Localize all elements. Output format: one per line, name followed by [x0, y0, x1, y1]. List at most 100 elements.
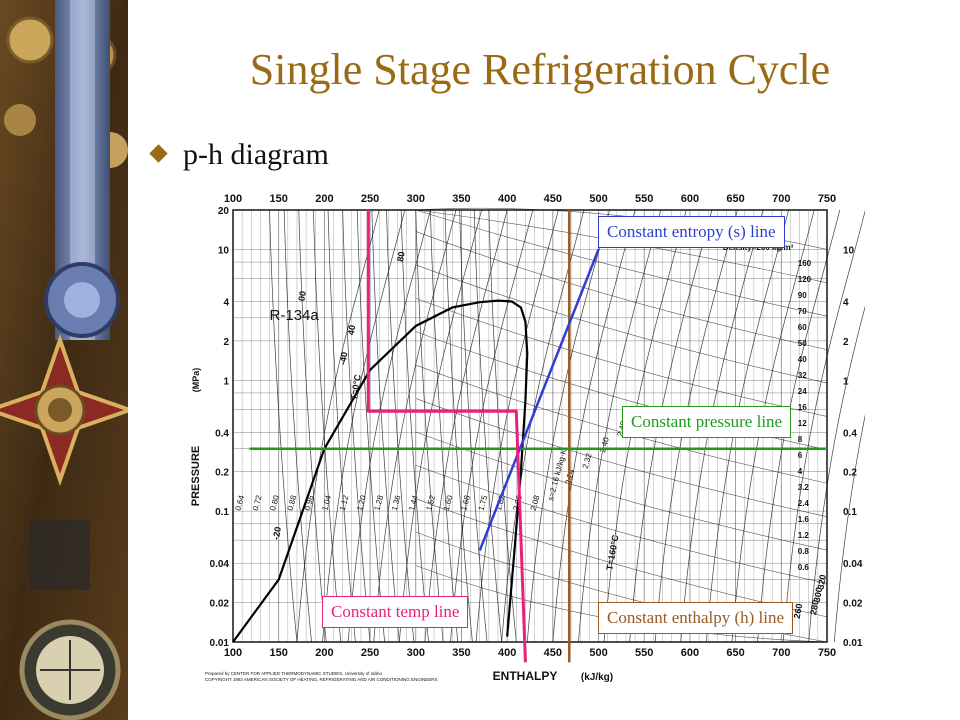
density-curve: [415, 464, 828, 584]
entropy-label: 0.96: [303, 494, 316, 512]
isotherm-label: 300: [812, 586, 824, 603]
bullet-item: p-h diagram: [149, 138, 329, 172]
x-tick-label-bottom: 100: [224, 647, 242, 659]
entropy-label: 0.72: [251, 494, 264, 512]
density-label: 3.2: [798, 483, 810, 492]
x-tick-label-top: 200: [315, 193, 333, 205]
isentrope-curve: [450, 209, 534, 643]
y-tick-label-left: 0.01: [210, 638, 230, 649]
isentrope-curve: [603, 209, 687, 643]
x-tick-label-bottom: 400: [498, 647, 516, 659]
isentrope-curve: [373, 209, 457, 643]
x-tick-label-bottom: 750: [818, 647, 836, 659]
x-tick-label-bottom: 300: [407, 647, 425, 659]
density-label: 1.2: [798, 531, 810, 540]
y-tick-label-left: 4: [223, 297, 229, 308]
density-label: 40: [798, 355, 807, 364]
isentrope-curve: [424, 209, 508, 643]
y-tick-label-left: 0.4: [215, 428, 229, 439]
isentrope-curve: [680, 209, 764, 643]
isotherm-curve: [488, 209, 517, 643]
x-tick-label-top: 350: [452, 193, 470, 205]
entropy-label: 1.68: [459, 494, 472, 512]
isentrope-curve: [501, 209, 585, 643]
density-label: 32: [798, 371, 807, 380]
isentrope-curve: [398, 209, 482, 643]
density-curve: [415, 209, 828, 317]
x-tick-label-top: 300: [407, 193, 425, 205]
isotherm-label: T=160°C: [604, 534, 620, 572]
isotherm-label: T=0°C: [348, 373, 362, 401]
isotherm-curve: [444, 209, 473, 643]
density-label: 4: [798, 467, 803, 476]
isentrope-curve: [578, 209, 662, 643]
isotherm-curve: [473, 209, 503, 643]
density-label: 90: [798, 291, 807, 300]
isentrope-curve: [782, 209, 866, 643]
isotherm-label: 00: [296, 290, 308, 302]
y-tick-label-left: 10: [218, 245, 230, 256]
entropy-label: 1.04: [320, 494, 333, 512]
isentrope-curve: [475, 209, 559, 643]
y-tick-label-left: 20: [218, 206, 230, 217]
diamond-bullet-icon: [149, 144, 168, 163]
density-label: 70: [798, 307, 807, 316]
x-tick-label-bottom: 150: [270, 647, 288, 659]
x-tick-label-top: 150: [270, 193, 288, 205]
y-axis-label: PRESSURE: [190, 446, 202, 507]
x-axis-label: ENTHALPY: [493, 669, 558, 682]
density-label: 1.6: [798, 515, 810, 524]
y-tick-label-right: 0.01: [843, 638, 863, 649]
entropy-line-callout: Constant entropy (s) line: [598, 216, 785, 248]
entropy-label: 2.08: [529, 494, 542, 512]
constant-temp-line: [366, 210, 527, 663]
entropy-label: 0.80: [268, 494, 281, 512]
entropy-label: 1.28: [372, 494, 385, 512]
chart-footer-line: Prepared by CENTER FOR APPLIED THERMODYN…: [205, 671, 382, 676]
density-label: 16: [798, 403, 807, 412]
y-tick-label-right: 10: [843, 245, 855, 256]
saturation-dome: [232, 299, 529, 643]
isotherm-label: 40: [346, 324, 358, 336]
isentrope-curve: [731, 209, 815, 643]
density-label: 0.8: [798, 547, 810, 556]
x-tick-label-bottom: 650: [726, 647, 744, 659]
isentrope-curve: [629, 209, 713, 643]
isentrope-curve: [757, 209, 841, 643]
y-axis-unit: (MPa): [191, 368, 201, 393]
isotherm-curve: [386, 209, 415, 643]
isotherm-curve: [283, 209, 312, 643]
temp-line-callout: Constant temp line: [322, 596, 469, 628]
y-tick-label-right: 0.1: [843, 507, 857, 518]
x-tick-label-bottom: 700: [772, 647, 790, 659]
ph-diagram-svg: 1001001501502002002502503003003503504004…: [190, 193, 917, 683]
isotherm-label: -40: [338, 351, 350, 366]
isotherm-curve: [342, 209, 371, 643]
slide-title: Single Stage Refrigeration Cycle: [249, 45, 831, 94]
isotherm-curve: [459, 209, 488, 643]
y-tick-label-left: 0.02: [210, 599, 230, 610]
bullet-text: p-h diagram: [183, 138, 329, 171]
density-label: 12: [798, 419, 807, 428]
density-label: 0.6: [798, 563, 810, 572]
entropy-label: 2.40: [598, 436, 611, 454]
isotherm-curve: [371, 209, 400, 643]
x-axis-unit: (kJ/kg): [581, 672, 613, 682]
y-tick-label-left: 1: [223, 376, 229, 387]
isotherm-curve: [269, 209, 298, 643]
y-tick-label-right: 0.4: [843, 428, 857, 439]
density-curve: [415, 431, 828, 551]
y-tick-label-right: 0.2: [843, 468, 857, 479]
isentrope-curve: [833, 209, 917, 643]
isentrope-curve: [654, 209, 738, 643]
entropy-label: 2.32: [581, 452, 594, 470]
y-tick-label-left: 0.2: [215, 468, 229, 479]
x-tick-label-bottom: 600: [681, 647, 699, 659]
density-label: 6: [798, 451, 803, 460]
isotherm-label: 260: [792, 603, 804, 620]
entropy-label: 2.00: [511, 494, 524, 512]
x-tick-label-top: 600: [681, 193, 699, 205]
entropy-label: 1.20: [355, 494, 368, 512]
isentrope-curve: [347, 209, 431, 643]
isentrope-curve: [552, 209, 636, 643]
